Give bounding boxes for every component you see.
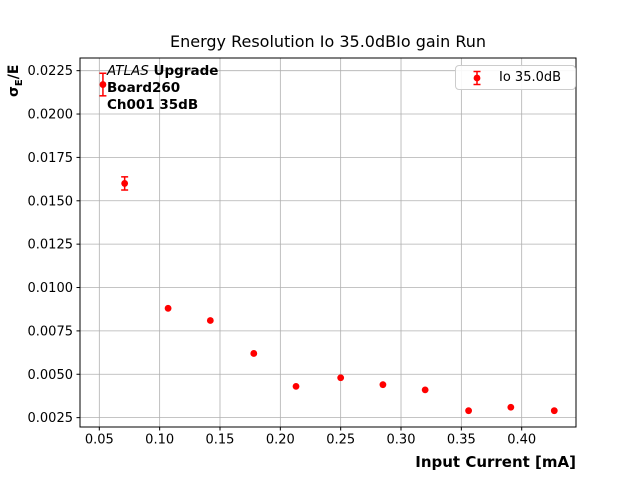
y-tick-label: 0.0125 (28, 238, 74, 253)
data-point (465, 407, 472, 415)
data-point (164, 304, 172, 312)
data-point (379, 381, 387, 389)
data-point (250, 350, 258, 357)
annotation-upgrade: Upgrade (148, 63, 219, 79)
data-point (337, 374, 345, 382)
y-tick-label: 0.0075 (28, 324, 74, 339)
y-tick-label: 0.0225 (28, 64, 74, 79)
axes-border (79, 57, 577, 428)
x-tick-label: 0.10 (145, 433, 174, 448)
y-tick-label: 0.0050 (28, 368, 74, 383)
data-point (550, 407, 558, 415)
x-axis-label: Input Current [mA] (415, 453, 576, 471)
y-tick-label: 0.0100 (28, 281, 74, 296)
errorbar-marker-icon (473, 70, 481, 85)
annotation-experiment: ATLAS (107, 63, 149, 79)
data-point (507, 403, 515, 411)
data-point (292, 383, 300, 390)
x-tick-label: 0.35 (447, 433, 476, 448)
y-axis-label-sigma: σ (6, 86, 22, 97)
y-axis-label-subscript: E (13, 79, 25, 87)
x-tick-label: 0.25 (326, 433, 355, 448)
x-tick-label: 0.15 (206, 433, 235, 448)
chart-title: Energy Resolution Io 35.0dBIo gain Run (169, 32, 487, 51)
x-tick-label: 0.30 (387, 433, 416, 448)
legend-label: Io 35.0dB (499, 70, 562, 85)
annotation-line-1: ATLAS Upgrade (107, 63, 218, 80)
data-point (121, 180, 129, 187)
annotation-board: Board260 (107, 80, 181, 96)
x-tick-label: 0.20 (266, 433, 295, 448)
data-point (99, 81, 107, 88)
y-tick-label: 0.0025 (28, 411, 74, 426)
legend-box: Io 35.0dB (455, 65, 576, 90)
x-tick-label: 0.40 (507, 433, 536, 448)
y-axis-label-rest: /E (6, 64, 22, 80)
data-point (206, 317, 214, 324)
data-point (421, 386, 429, 394)
annotation-channel: Ch001 35dB (107, 97, 199, 113)
y-axis-label: σE/E (6, 65, 25, 97)
legend-point (473, 74, 481, 81)
y-tick-label: 0.0175 (28, 151, 74, 166)
y-tick-label: 0.0150 (28, 194, 74, 209)
annotation-block: ATLAS Upgrade Board260 Ch001 35dB (107, 63, 218, 114)
y-tick-label: 0.0200 (28, 108, 74, 123)
x-tick-label: 0.05 (85, 433, 114, 448)
